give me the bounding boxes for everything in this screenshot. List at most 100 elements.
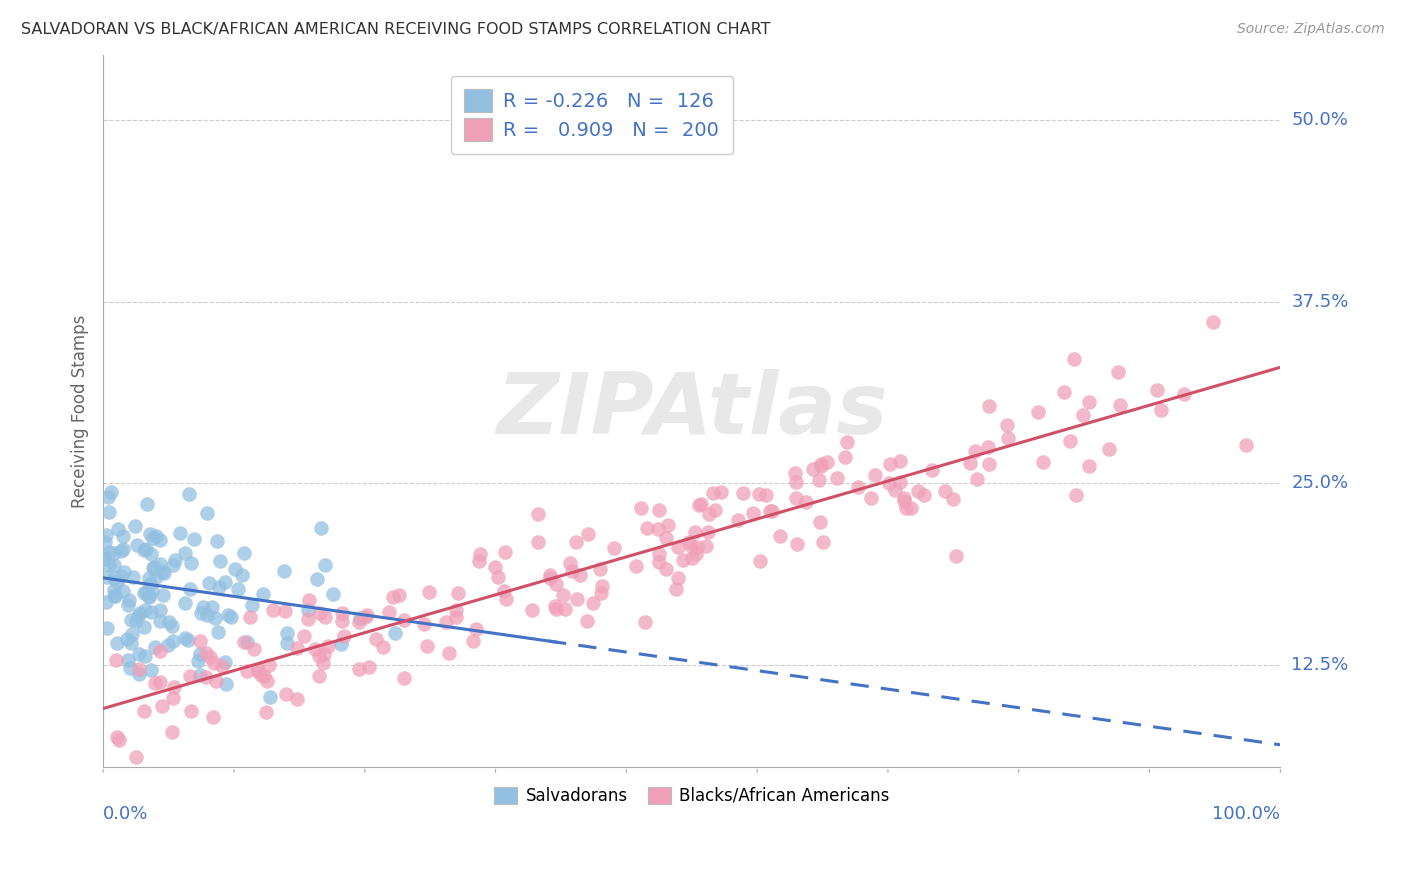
Point — [846, 480, 869, 494]
Point — [702, 485, 724, 500]
Point — [912, 488, 935, 502]
Point — [889, 475, 911, 489]
Point — [174, 595, 197, 609]
Point — [678, 534, 700, 549]
Point — [117, 652, 139, 666]
Point — [554, 602, 576, 616]
Point — [965, 444, 987, 458]
Point — [94, 534, 117, 549]
Point — [134, 620, 156, 634]
Point — [103, 546, 125, 560]
Point — [748, 554, 770, 568]
Point — [214, 655, 236, 669]
Text: ZIPAtlas: ZIPAtlas — [496, 369, 887, 452]
Point — [1071, 409, 1094, 423]
Point — [187, 654, 209, 668]
Point — [100, 485, 122, 500]
Point — [139, 547, 162, 561]
Point — [786, 536, 808, 550]
Point — [112, 565, 135, 579]
Point — [544, 599, 567, 613]
Point — [149, 614, 172, 628]
Point — [647, 522, 669, 536]
Point — [591, 579, 613, 593]
Point — [834, 450, 856, 465]
Point — [665, 582, 688, 596]
Point — [149, 557, 172, 571]
Point — [104, 590, 127, 604]
Point — [202, 656, 225, 670]
Point — [93, 552, 115, 566]
Point — [145, 529, 167, 543]
Point — [681, 550, 703, 565]
Point — [394, 671, 416, 685]
Point — [256, 673, 278, 688]
Point — [163, 553, 186, 567]
Point — [285, 640, 308, 655]
Point — [120, 661, 142, 675]
Point — [208, 554, 231, 568]
Point — [96, 621, 118, 635]
Point — [801, 462, 824, 476]
Point — [247, 663, 270, 677]
Point — [308, 648, 330, 663]
Point — [201, 710, 224, 724]
Point — [921, 463, 943, 477]
Point — [162, 633, 184, 648]
Point — [190, 606, 212, 620]
Point — [198, 649, 221, 664]
Point — [139, 577, 162, 591]
Point — [188, 634, 211, 648]
Point — [214, 575, 236, 590]
Point — [695, 540, 717, 554]
Point — [150, 566, 173, 580]
Point — [257, 657, 280, 672]
Point — [785, 475, 807, 489]
Point — [520, 603, 543, 617]
Point — [359, 659, 381, 673]
Point — [107, 522, 129, 536]
Point — [966, 472, 988, 486]
Point — [945, 549, 967, 563]
Point — [120, 636, 142, 650]
Point — [603, 541, 626, 556]
Point — [942, 492, 965, 507]
Point — [191, 599, 214, 614]
Point — [153, 566, 176, 581]
Point — [194, 670, 217, 684]
Point — [180, 556, 202, 570]
Point — [413, 617, 436, 632]
Point — [143, 640, 166, 655]
Point — [1108, 398, 1130, 412]
Point — [127, 608, 149, 623]
Point — [865, 467, 887, 482]
Point — [274, 604, 297, 618]
Point — [162, 558, 184, 573]
Point — [103, 582, 125, 597]
Point — [893, 491, 915, 505]
Point — [169, 525, 191, 540]
Point — [434, 615, 457, 630]
Point — [149, 644, 172, 658]
Point — [105, 653, 128, 667]
Point — [333, 629, 356, 643]
Point — [959, 456, 981, 470]
Point — [128, 647, 150, 661]
Point — [330, 606, 353, 620]
Point — [683, 524, 706, 539]
Point — [494, 584, 516, 599]
Point — [307, 572, 329, 586]
Point — [105, 636, 128, 650]
Point — [254, 705, 277, 719]
Point — [188, 668, 211, 682]
Point — [149, 533, 172, 548]
Point — [860, 491, 883, 506]
Text: 100.0%: 100.0% — [1212, 805, 1281, 823]
Point — [179, 487, 201, 501]
Point — [879, 458, 901, 472]
Point — [1078, 394, 1101, 409]
Point — [347, 662, 370, 676]
Point — [297, 612, 319, 626]
Point — [110, 569, 132, 583]
Point — [205, 673, 228, 688]
